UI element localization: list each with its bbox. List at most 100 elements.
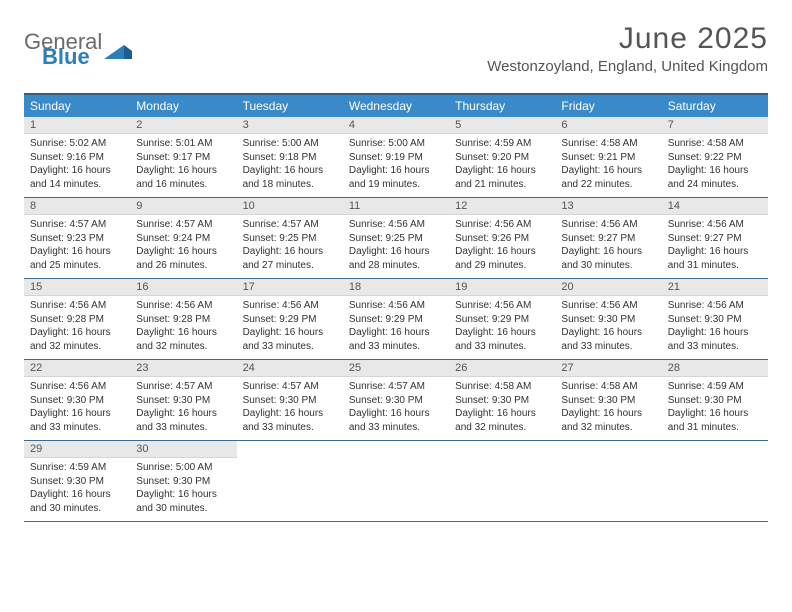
weekday-header-row: SundayMondayTuesdayWednesdayThursdayFrid…: [24, 95, 768, 117]
day-body: Sunrise: 4:59 AMSunset: 9:30 PMDaylight:…: [662, 377, 768, 440]
sunset-line: Sunset: 9:27 PM: [561, 232, 655, 246]
sunset-line: Sunset: 9:18 PM: [243, 151, 337, 165]
sunrise-line: Sunrise: 4:57 AM: [349, 380, 443, 394]
day-cell: ..: [237, 441, 343, 521]
day-number: 10: [237, 198, 343, 215]
day-body: Sunrise: 4:59 AMSunset: 9:20 PMDaylight:…: [449, 134, 555, 197]
day-body: Sunrise: 4:56 AMSunset: 9:25 PMDaylight:…: [343, 215, 449, 278]
sunrise-line: Sunrise: 4:57 AM: [136, 218, 230, 232]
daylight-line: Daylight: 16 hours and 32 minutes.: [455, 407, 549, 434]
sunset-line: Sunset: 9:27 PM: [668, 232, 762, 246]
weekday-header-cell: Tuesday: [237, 95, 343, 117]
day-number: 11: [343, 198, 449, 215]
day-body: Sunrise: 4:57 AMSunset: 9:30 PMDaylight:…: [237, 377, 343, 440]
day-cell: 12Sunrise: 4:56 AMSunset: 9:26 PMDayligh…: [449, 198, 555, 278]
week-row: 8Sunrise: 4:57 AMSunset: 9:23 PMDaylight…: [24, 198, 768, 279]
day-body: Sunrise: 4:56 AMSunset: 9:26 PMDaylight:…: [449, 215, 555, 278]
weekday-header-cell: Monday: [130, 95, 236, 117]
sunset-line: Sunset: 9:30 PM: [349, 394, 443, 408]
day-cell: 27Sunrise: 4:58 AMSunset: 9:30 PMDayligh…: [555, 360, 661, 440]
day-number: 20: [555, 279, 661, 296]
sunset-line: Sunset: 9:25 PM: [243, 232, 337, 246]
sunrise-line: Sunrise: 4:57 AM: [243, 218, 337, 232]
day-body: Sunrise: 4:58 AMSunset: 9:30 PMDaylight:…: [555, 377, 661, 440]
sunrise-line: Sunrise: 4:56 AM: [349, 299, 443, 313]
sunrise-line: Sunrise: 4:59 AM: [455, 137, 549, 151]
daylight-line: Daylight: 16 hours and 14 minutes.: [30, 164, 124, 191]
sunset-line: Sunset: 9:30 PM: [136, 394, 230, 408]
sunrise-line: Sunrise: 4:56 AM: [668, 218, 762, 232]
day-cell: 16Sunrise: 4:56 AMSunset: 9:28 PMDayligh…: [130, 279, 236, 359]
daylight-line: Daylight: 16 hours and 27 minutes.: [243, 245, 337, 272]
sunset-line: Sunset: 9:29 PM: [455, 313, 549, 327]
day-number: 25: [343, 360, 449, 377]
sunrise-line: Sunrise: 4:58 AM: [561, 380, 655, 394]
day-body: Sunrise: 4:56 AMSunset: 9:27 PMDaylight:…: [662, 215, 768, 278]
daylight-line: Daylight: 16 hours and 21 minutes.: [455, 164, 549, 191]
day-cell: 30Sunrise: 5:00 AMSunset: 9:30 PMDayligh…: [130, 441, 236, 521]
day-cell: 29Sunrise: 4:59 AMSunset: 9:30 PMDayligh…: [24, 441, 130, 521]
day-cell: 15Sunrise: 4:56 AMSunset: 9:28 PMDayligh…: [24, 279, 130, 359]
day-number: 4: [343, 117, 449, 134]
day-number: 19: [449, 279, 555, 296]
day-number: 23: [130, 360, 236, 377]
sunrise-line: Sunrise: 4:56 AM: [349, 218, 443, 232]
day-cell: 3Sunrise: 5:00 AMSunset: 9:18 PMDaylight…: [237, 117, 343, 197]
sunrise-line: Sunrise: 4:59 AM: [668, 380, 762, 394]
sunrise-line: Sunrise: 4:58 AM: [668, 137, 762, 151]
sunset-line: Sunset: 9:30 PM: [30, 475, 124, 489]
daylight-line: Daylight: 16 hours and 33 minutes.: [243, 407, 337, 434]
day-body: Sunrise: 4:59 AMSunset: 9:30 PMDaylight:…: [24, 458, 130, 521]
day-number: 7: [662, 117, 768, 134]
sunset-line: Sunset: 9:29 PM: [243, 313, 337, 327]
sunset-line: Sunset: 9:21 PM: [561, 151, 655, 165]
day-number: 28: [662, 360, 768, 377]
day-body: Sunrise: 4:57 AMSunset: 9:30 PMDaylight:…: [343, 377, 449, 440]
daylight-line: Daylight: 16 hours and 33 minutes.: [349, 407, 443, 434]
sunset-line: Sunset: 9:25 PM: [349, 232, 443, 246]
sunset-line: Sunset: 9:26 PM: [455, 232, 549, 246]
day-cell: 8Sunrise: 4:57 AMSunset: 9:23 PMDaylight…: [24, 198, 130, 278]
sunrise-line: Sunrise: 4:56 AM: [243, 299, 337, 313]
sunrise-line: Sunrise: 4:56 AM: [136, 299, 230, 313]
sunset-line: Sunset: 9:30 PM: [136, 475, 230, 489]
day-number: 3: [237, 117, 343, 134]
daylight-line: Daylight: 16 hours and 22 minutes.: [561, 164, 655, 191]
daylight-line: Daylight: 16 hours and 33 minutes.: [349, 326, 443, 353]
day-body: Sunrise: 4:56 AMSunset: 9:30 PMDaylight:…: [555, 296, 661, 359]
daylight-line: Daylight: 16 hours and 32 minutes.: [30, 326, 124, 353]
day-cell: 14Sunrise: 4:56 AMSunset: 9:27 PMDayligh…: [662, 198, 768, 278]
day-body: Sunrise: 5:01 AMSunset: 9:17 PMDaylight:…: [130, 134, 236, 197]
day-cell: 13Sunrise: 4:56 AMSunset: 9:27 PMDayligh…: [555, 198, 661, 278]
daylight-line: Daylight: 16 hours and 33 minutes.: [668, 326, 762, 353]
day-cell: 24Sunrise: 4:57 AMSunset: 9:30 PMDayligh…: [237, 360, 343, 440]
day-body: Sunrise: 4:58 AMSunset: 9:21 PMDaylight:…: [555, 134, 661, 197]
day-body: Sunrise: 4:56 AMSunset: 9:29 PMDaylight:…: [449, 296, 555, 359]
daylight-line: Daylight: 16 hours and 33 minutes.: [243, 326, 337, 353]
month-title: June 2025: [487, 22, 768, 56]
sunrise-line: Sunrise: 4:56 AM: [561, 218, 655, 232]
day-number: 1: [24, 117, 130, 134]
day-body: Sunrise: 4:56 AMSunset: 9:30 PMDaylight:…: [662, 296, 768, 359]
week-row: 22Sunrise: 4:56 AMSunset: 9:30 PMDayligh…: [24, 360, 768, 441]
day-number: 2: [130, 117, 236, 134]
logo: General Blue: [24, 32, 132, 68]
week-row: 15Sunrise: 4:56 AMSunset: 9:28 PMDayligh…: [24, 279, 768, 360]
daylight-line: Daylight: 16 hours and 16 minutes.: [136, 164, 230, 191]
day-body: Sunrise: 4:56 AMSunset: 9:30 PMDaylight:…: [24, 377, 130, 440]
week-row: 29Sunrise: 4:59 AMSunset: 9:30 PMDayligh…: [24, 441, 768, 522]
sunset-line: Sunset: 9:30 PM: [561, 313, 655, 327]
daylight-line: Daylight: 16 hours and 33 minutes.: [561, 326, 655, 353]
day-cell: 2Sunrise: 5:01 AMSunset: 9:17 PMDaylight…: [130, 117, 236, 197]
week-row: 1Sunrise: 5:02 AMSunset: 9:16 PMDaylight…: [24, 117, 768, 198]
day-body: Sunrise: 4:56 AMSunset: 9:29 PMDaylight:…: [343, 296, 449, 359]
day-number: 9: [130, 198, 236, 215]
day-number: 26: [449, 360, 555, 377]
sunset-line: Sunset: 9:30 PM: [243, 394, 337, 408]
day-body: Sunrise: 4:58 AMSunset: 9:30 PMDaylight:…: [449, 377, 555, 440]
sunrise-line: Sunrise: 4:59 AM: [30, 461, 124, 475]
day-cell: 5Sunrise: 4:59 AMSunset: 9:20 PMDaylight…: [449, 117, 555, 197]
sunrise-line: Sunrise: 4:58 AM: [561, 137, 655, 151]
weekday-header-cell: Wednesday: [343, 95, 449, 117]
daylight-line: Daylight: 16 hours and 32 minutes.: [561, 407, 655, 434]
